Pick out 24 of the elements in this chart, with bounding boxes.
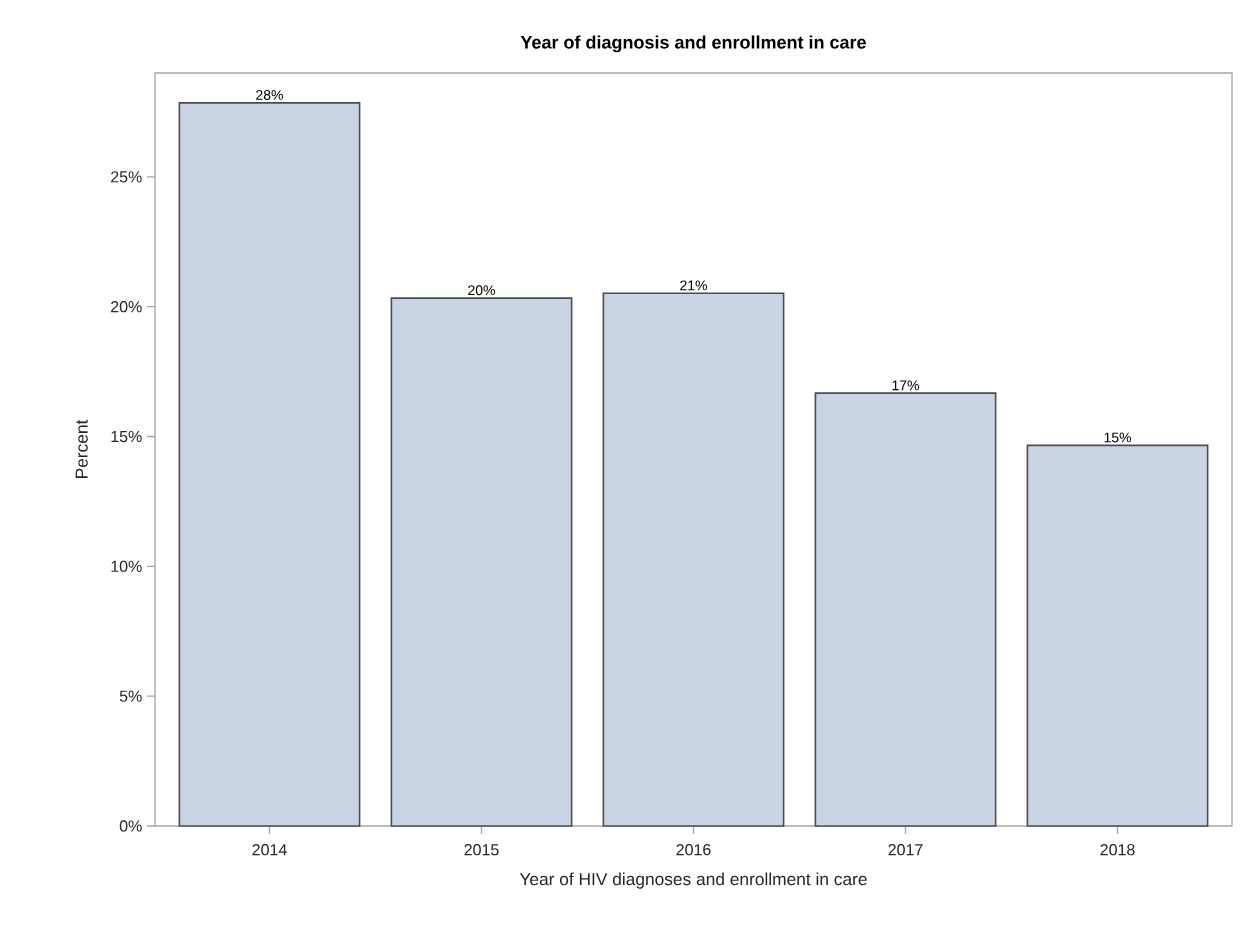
x-tick-label: 2016 (676, 844, 711, 856)
x-tick-label: 2015 (464, 844, 499, 856)
x-tick-label: 2018 (1100, 844, 1135, 856)
data-label: 20% (468, 285, 495, 296)
bar (602, 292, 785, 827)
bar (178, 102, 361, 827)
y-tick-label: 5% (119, 690, 142, 702)
x-axis-title: Year of HIV diagnoses and enrollment in care (519, 872, 867, 889)
data-label: 28% (256, 90, 283, 100)
data-label: 15% (1104, 432, 1132, 443)
bar (814, 392, 997, 827)
y-tick-label: 20% (111, 301, 142, 313)
data-label: 17% (892, 380, 920, 391)
data-label: 21% (680, 280, 707, 291)
y-axis-title: Percent (75, 419, 88, 478)
y-tick-label: 15% (111, 430, 142, 443)
y-tick-label: 0% (119, 820, 142, 832)
x-tick-label: 2017 (888, 844, 923, 856)
chart-title: Year of diagnosis and enrollment in care (520, 35, 866, 53)
x-tick-label: 2014 (252, 844, 287, 856)
y-tick-label: 10% (111, 560, 142, 572)
y-tick-label: 25% (111, 171, 142, 183)
bar (1026, 444, 1209, 827)
bar (390, 297, 573, 827)
